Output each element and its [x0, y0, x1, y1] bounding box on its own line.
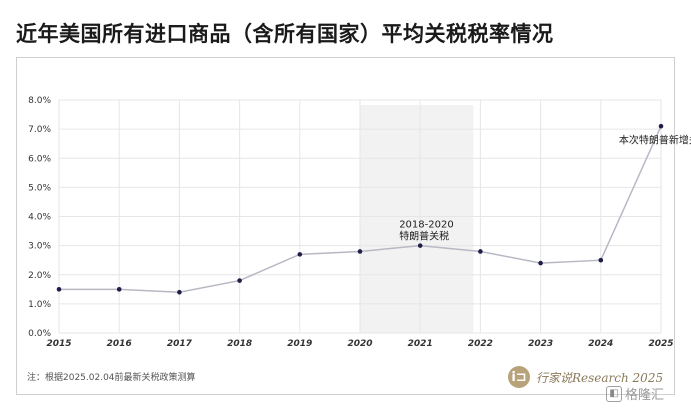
x-tick-label: 2022	[468, 339, 493, 349]
x-tick-label: 2020	[347, 339, 372, 349]
gelonghui-logo-icon: ◧	[606, 385, 622, 402]
chart-title: 近年美国所有进口商品（含所有国家）平均关税税率情况	[16, 22, 554, 46]
x-tick-label: 2024	[588, 339, 613, 349]
y-tick-label: 2.0%	[28, 271, 51, 281]
data-point	[116, 287, 122, 292]
chart-panel	[16, 57, 675, 395]
y-tick-label: 7.0%	[28, 125, 51, 135]
annotation-text: 特朗普关税	[399, 230, 449, 243]
data-point	[237, 278, 242, 283]
data-point	[177, 289, 182, 295]
x-tick-label: 2015	[46, 339, 71, 349]
x-tick-label: 2025	[648, 339, 673, 349]
data-point	[478, 249, 483, 254]
x-tick-label: 2019	[287, 339, 312, 349]
x-tick-label: 2017	[167, 339, 193, 349]
data-point	[658, 123, 664, 129]
watermark-text: 格隆汇	[625, 388, 665, 403]
brand-logo: i⊐ 行家说Research 2025	[508, 365, 663, 389]
shaded-region	[360, 105, 474, 333]
brand-icon: i⊐	[508, 366, 530, 388]
data-point	[417, 243, 423, 248]
annotation-text: 2018-2020	[399, 220, 454, 231]
y-tick-label: 3.0%	[28, 242, 51, 252]
y-tick-label: 0.0%	[28, 329, 51, 339]
data-point	[297, 252, 303, 257]
watermark: ◧ 格隆汇	[606, 384, 664, 403]
y-tick-label: 8.0%	[28, 96, 51, 106]
brand-text: 行家说Research 2025	[536, 370, 664, 385]
x-tick-label: 2023	[528, 339, 553, 349]
annotation-text: 本次特朗普新增关税	[619, 134, 691, 147]
x-tick-label: 2016	[107, 339, 132, 349]
footnote: 注：根据2025.02.04前最新关税政策测算	[27, 373, 196, 383]
y-tick-label: 1.0%	[28, 300, 51, 310]
x-tick-label: 2021	[408, 339, 433, 349]
y-tick-label: 6.0%	[28, 154, 51, 164]
data-point	[56, 287, 62, 292]
y-tick-label: 5.0%	[28, 183, 51, 193]
y-tick-label: 4.0%	[28, 213, 51, 223]
x-tick-label: 2018	[227, 339, 252, 349]
data-point	[357, 249, 363, 254]
data-point	[538, 260, 543, 266]
data-point	[598, 257, 604, 263]
